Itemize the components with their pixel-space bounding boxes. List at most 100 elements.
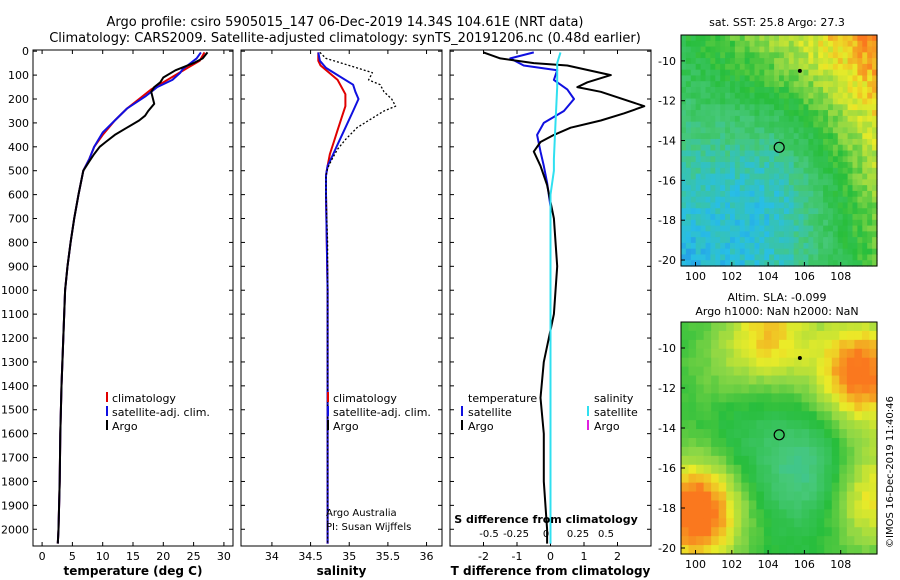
sst-map-cell xyxy=(769,260,775,267)
sla-lat-tick-label: -12 xyxy=(658,382,676,395)
sst-map-cell xyxy=(823,202,829,209)
sst-map-cell xyxy=(852,219,858,227)
sst-map-cell xyxy=(842,92,849,100)
sst-map-cell xyxy=(710,225,716,232)
sst-map-cell xyxy=(818,214,824,221)
sst-map-cell xyxy=(808,254,814,261)
sst-map-cell xyxy=(788,173,795,180)
sst-map-cell xyxy=(749,156,756,163)
sst-map-cell xyxy=(744,133,751,140)
sst-map-cell xyxy=(759,185,765,192)
sst-map-cell xyxy=(872,167,878,175)
sst-map-cell xyxy=(847,150,854,157)
sst-map-cell xyxy=(764,98,770,105)
sst-map-cell xyxy=(837,167,844,175)
sst-map-cell xyxy=(730,208,736,215)
sst-map-cell xyxy=(681,219,687,227)
sst-map-cell xyxy=(769,138,775,146)
sst-map-cell xyxy=(685,144,692,152)
sst-map-cell xyxy=(734,150,741,157)
sla-map-cell xyxy=(869,330,878,341)
sla-map-cell xyxy=(726,500,735,510)
legend-label: satellite xyxy=(468,406,512,419)
sst-map-cell xyxy=(710,179,716,186)
sst-map-cell xyxy=(779,150,785,157)
sst-map-cell xyxy=(744,121,751,129)
sla-map-cell xyxy=(703,464,712,475)
sst-map-cell xyxy=(700,173,707,180)
sla-map-cell xyxy=(854,482,863,493)
sst-map-cell xyxy=(842,254,849,261)
sst-map-cell xyxy=(715,110,721,117)
sst-map-cell xyxy=(769,242,775,250)
sst-map-cell xyxy=(779,214,785,221)
sla-map-cell xyxy=(831,446,840,457)
sst-map-cell xyxy=(754,156,760,163)
sla-map-cell xyxy=(794,429,803,439)
sla-map-cell xyxy=(816,375,825,386)
sst-map-cell xyxy=(739,86,746,94)
sst-map-cell xyxy=(710,133,716,140)
sst-map-cell xyxy=(837,202,844,209)
figure-title-line2: Climatology: CARS2009. Satellite-adjuste… xyxy=(49,31,641,46)
sst-map-cell xyxy=(872,156,878,163)
sla-map-cell xyxy=(809,527,818,537)
sst-map-cell xyxy=(769,58,775,65)
sst-map-cell xyxy=(764,121,770,129)
sst-map-cell xyxy=(828,202,834,209)
sla-map-cell xyxy=(726,545,735,555)
sst-map-cell xyxy=(734,58,741,65)
sst-map-cell xyxy=(690,52,697,59)
sla-map-cell xyxy=(748,420,757,430)
sst-map-cell xyxy=(720,219,726,227)
sst-map-cell xyxy=(744,63,751,71)
sst-map-cell xyxy=(754,138,760,146)
sst-map-cell xyxy=(823,167,829,175)
sla-map-cell xyxy=(763,366,773,377)
sst-map-cell xyxy=(681,225,687,232)
sst-map-cell xyxy=(847,248,854,256)
sst-map-cell xyxy=(695,75,702,82)
sst-lat-tick-label: -20 xyxy=(658,254,676,267)
sla-map-cell xyxy=(786,491,795,502)
sst-map-cell xyxy=(793,219,800,227)
sst-map-cell xyxy=(710,208,716,215)
sst-map-cell xyxy=(739,162,746,169)
sla-map-cell xyxy=(786,384,795,394)
sst-map-cell xyxy=(847,231,854,238)
sst-map-cell xyxy=(823,75,829,82)
sst-map-cell xyxy=(734,196,741,204)
sla-map-cell xyxy=(861,464,871,475)
sst-map-cell xyxy=(832,52,839,59)
sst-map-cell xyxy=(744,260,751,267)
sst-map-cell xyxy=(862,196,868,204)
sst-map-cell xyxy=(798,167,805,175)
sst-map-cell xyxy=(793,115,800,123)
sst-map-cell xyxy=(813,196,819,204)
sst-map-cell xyxy=(798,98,805,105)
sst-map-cell xyxy=(808,208,814,215)
sla-map-cell xyxy=(741,536,750,546)
sst-map-cell xyxy=(685,254,692,261)
sst-map-cell xyxy=(837,104,844,111)
sla-map-cell xyxy=(733,438,742,448)
sst-map-cell xyxy=(798,219,805,227)
sst-map-cell xyxy=(857,156,863,163)
sst-map-cell xyxy=(749,173,756,180)
sst-map-cell xyxy=(823,242,829,250)
sst-map-cell xyxy=(730,237,736,244)
sst-map-cell xyxy=(862,254,868,261)
sst-map-cell xyxy=(857,92,863,100)
sst-map-cell xyxy=(808,35,814,42)
sla-map-cell xyxy=(688,402,697,412)
sla-map-cell xyxy=(869,455,878,466)
sst-map-cell xyxy=(857,86,863,94)
sst-map-cell xyxy=(842,144,849,152)
sla-map-cell xyxy=(854,420,863,430)
sla-map-cell xyxy=(703,339,712,350)
depth-tick-label: 1300 xyxy=(1,356,29,369)
temperature-x-tick-label: 5 xyxy=(69,550,76,563)
sst-map-cell xyxy=(720,75,726,82)
sst-map-cell xyxy=(764,52,770,59)
sla-map-cell xyxy=(816,464,825,475)
